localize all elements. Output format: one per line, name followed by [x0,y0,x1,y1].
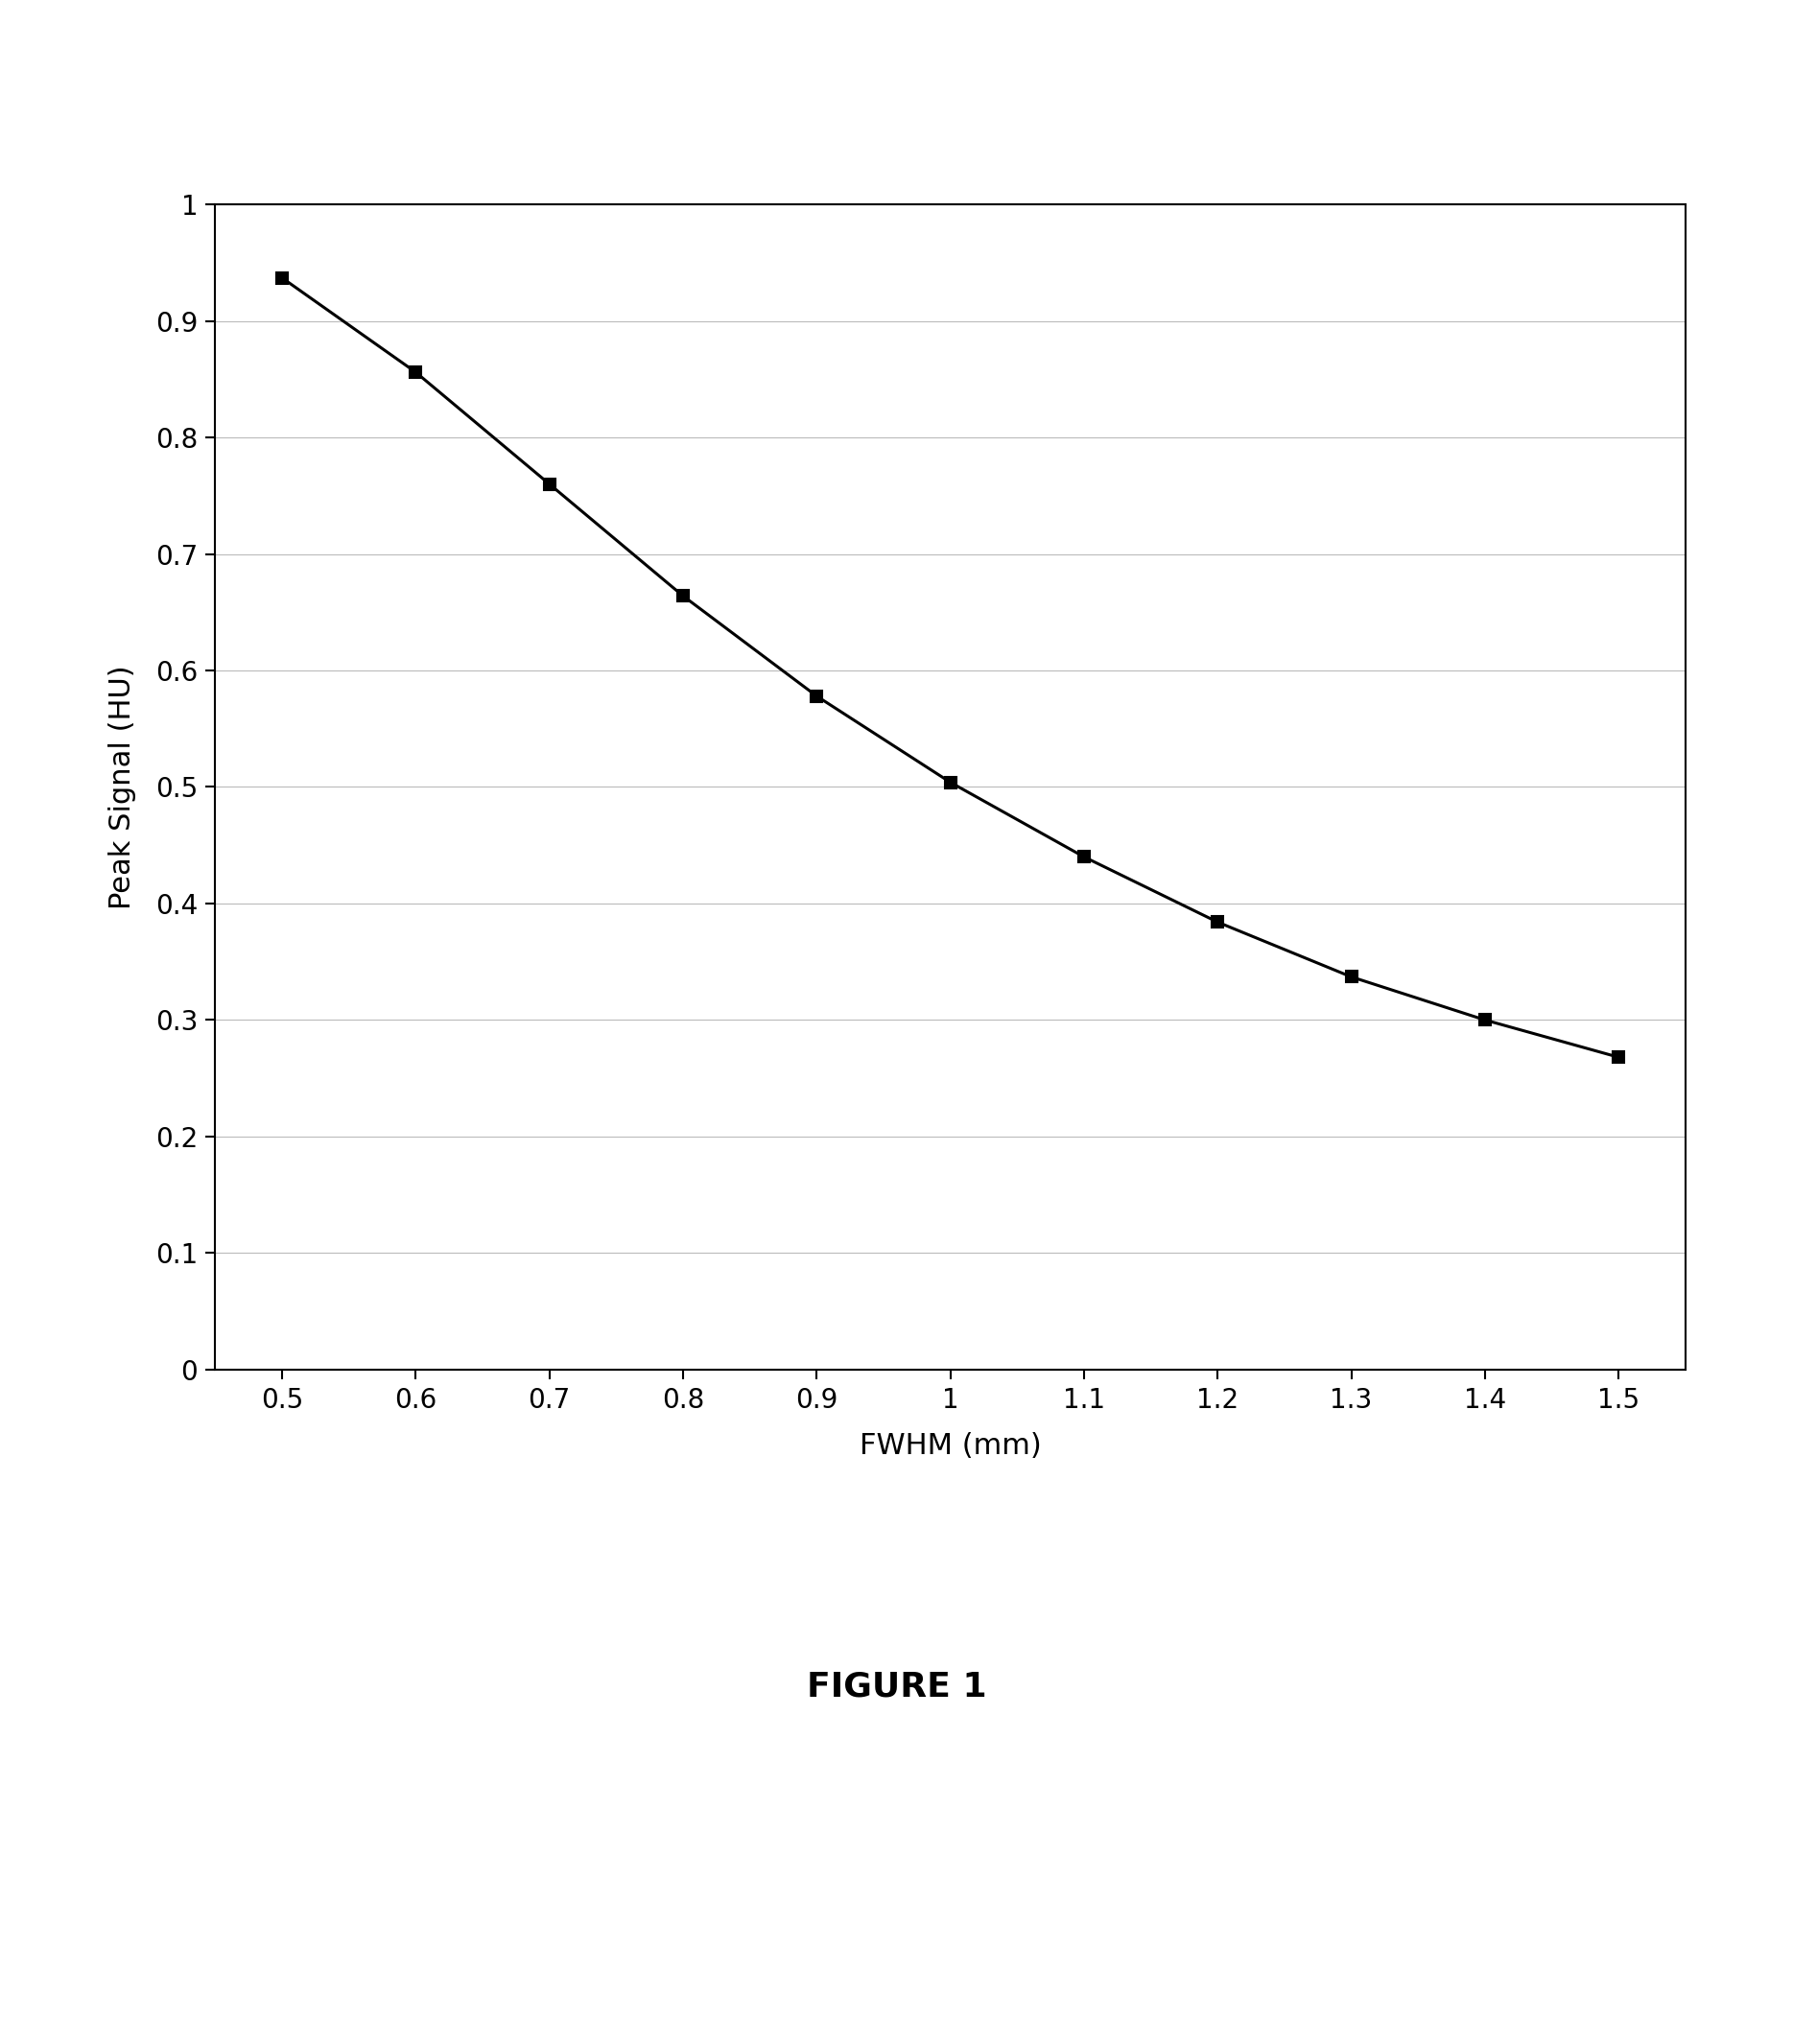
X-axis label: FWHM (mm): FWHM (mm) [859,1433,1042,1459]
Y-axis label: Peak Signal (HU): Peak Signal (HU) [109,664,136,910]
Text: FIGURE 1: FIGURE 1 [807,1670,986,1703]
